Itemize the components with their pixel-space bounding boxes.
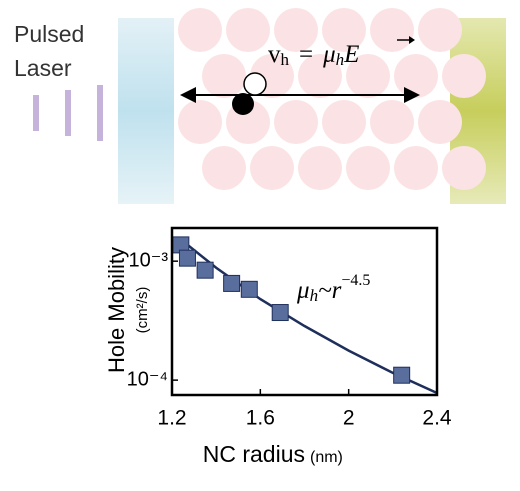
y-axis-label: Hole Mobility [104, 247, 129, 373]
fit-line [180, 238, 438, 395]
nanocrystal [274, 100, 318, 144]
nanocrystal [370, 100, 414, 144]
data-point [240, 280, 258, 298]
nanocrystal [226, 8, 270, 52]
nanocrystal [298, 54, 342, 98]
schematic: Pulsed Laser vh = μhE [14, 8, 506, 204]
arrow-head [180, 87, 196, 103]
x-tick-label: 2.4 [422, 407, 452, 430]
eq-part: = [299, 41, 313, 68]
x-axis-label: NC radius [203, 441, 305, 467]
nanocrystal [394, 54, 438, 98]
x-tick-label: 1.6 [246, 407, 275, 430]
eq-part: E [343, 41, 359, 68]
nanocrystal [202, 54, 246, 98]
annotation-part: μ [296, 277, 310, 304]
equation: vh = μhE [268, 41, 359, 69]
hole [243, 72, 267, 96]
electron [232, 93, 254, 115]
nanocrystal [250, 146, 294, 190]
y-axis-unit: (cm²/s) [134, 287, 151, 334]
data-point [196, 261, 214, 279]
annotation-part: −4.5 [341, 272, 370, 289]
y-tick-label: 10⁻³ [129, 249, 169, 271]
x-tick-label: 1.2 [157, 407, 186, 430]
nanocrystals [178, 8, 486, 190]
annotation-part: h [310, 286, 319, 305]
data-point [223, 274, 241, 292]
fit-annotation: μh~r−4.5 [296, 272, 370, 305]
nanocrystal [394, 146, 438, 190]
data-point [271, 304, 289, 322]
nanocrystal [178, 100, 222, 144]
nanocrystal [418, 100, 462, 144]
nanocrystal [442, 146, 486, 190]
nanocrystal [346, 146, 390, 190]
eq-part: h [336, 50, 345, 69]
nanocrystal [370, 8, 414, 52]
eq-part: μ [322, 41, 336, 68]
x-tick-label: 2 [343, 407, 355, 430]
nanocrystal [202, 146, 246, 190]
nanocrystal [442, 54, 486, 98]
laser-label: Pulsed [14, 21, 84, 47]
chart: Hole Mobility (cm²/s) NC radius (nm) μh~… [104, 226, 452, 467]
x-axis-unit: (nm) [310, 449, 343, 466]
data-point [393, 366, 411, 384]
nanocrystal [418, 8, 462, 52]
annotation-part: ~r [318, 277, 342, 304]
nanocrystal [298, 146, 342, 190]
nanocrystal [178, 8, 222, 52]
data-point [178, 249, 196, 267]
arrow-head [404, 87, 420, 103]
nanocrystal [346, 54, 390, 98]
laser-label: Laser [14, 55, 72, 81]
nanocrystal [274, 8, 318, 52]
eq-part: h [281, 50, 290, 69]
electrode-left [118, 18, 174, 204]
nanocrystal [322, 100, 366, 144]
y-tick-label: 10⁻⁴ [127, 368, 168, 390]
plot-frame [170, 226, 439, 397]
vector-arrow [409, 36, 415, 44]
eq-part: v [268, 41, 281, 68]
nanocrystal [322, 8, 366, 52]
